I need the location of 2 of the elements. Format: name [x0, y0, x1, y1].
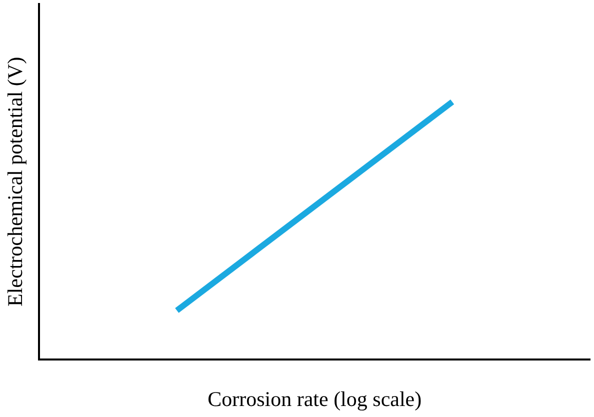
x-axis-title: Corrosion rate (log scale)	[208, 386, 422, 411]
y-axis-title: Electrochemical potential (V)	[3, 56, 28, 306]
